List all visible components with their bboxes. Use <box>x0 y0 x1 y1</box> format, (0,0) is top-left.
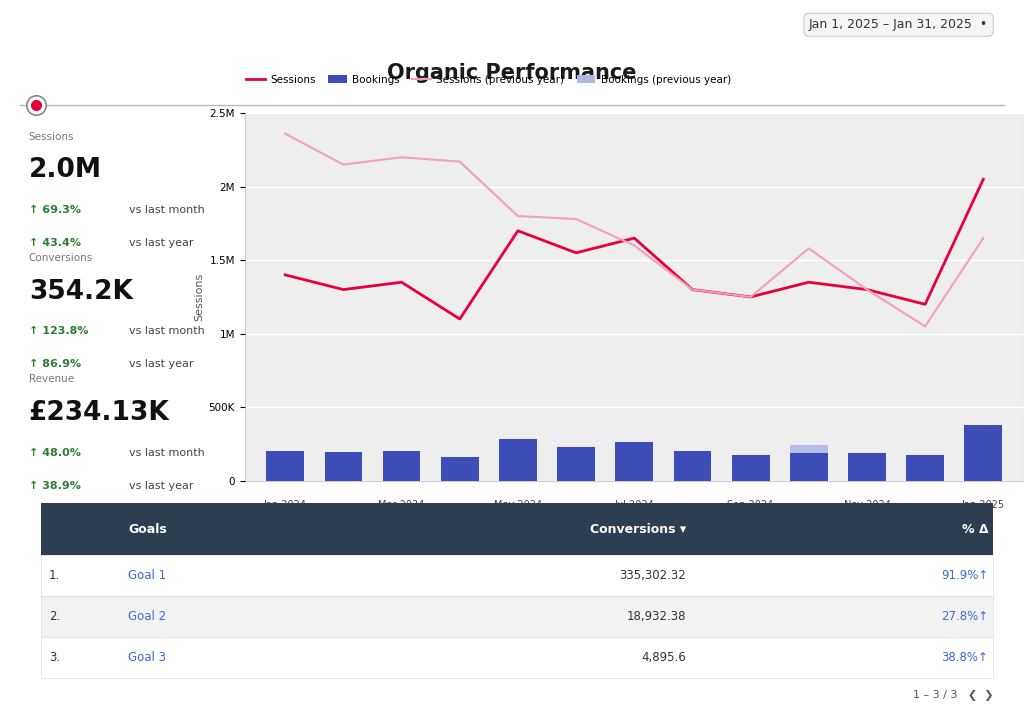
Text: ↑ 43.4%: ↑ 43.4% <box>29 238 81 248</box>
Text: 18,932.38: 18,932.38 <box>627 610 686 623</box>
Bar <box>499 439 537 481</box>
Text: Feb 2024: Feb 2024 <box>321 515 366 525</box>
FancyBboxPatch shape <box>41 503 993 556</box>
Bar <box>383 450 421 481</box>
Text: Jan 1, 2025 – Jan 31, 2025  •: Jan 1, 2025 – Jan 31, 2025 • <box>809 18 988 31</box>
Text: vs last year: vs last year <box>129 238 194 248</box>
Text: 2.0M: 2.0M <box>29 157 101 183</box>
FancyBboxPatch shape <box>41 556 993 596</box>
Bar <box>790 452 827 481</box>
Text: 3.: 3. <box>49 650 60 664</box>
Text: ↑ 69.3%: ↑ 69.3% <box>29 205 81 215</box>
Text: Goals: Goals <box>128 523 167 536</box>
Bar <box>732 455 769 481</box>
Text: vs last month: vs last month <box>129 205 205 215</box>
Text: ↑ 123.8%: ↑ 123.8% <box>29 327 88 337</box>
Text: 38.8%↑: 38.8%↑ <box>941 650 988 664</box>
Text: 354.2K: 354.2K <box>29 279 133 305</box>
Text: Jun 2024: Jun 2024 <box>554 515 598 525</box>
Bar <box>615 442 653 481</box>
Text: % Δ: % Δ <box>962 523 988 536</box>
Bar <box>848 455 886 481</box>
Text: Nov 2024: Nov 2024 <box>844 501 891 510</box>
Text: vs last month: vs last month <box>129 448 205 457</box>
Text: Sessions: Sessions <box>29 132 74 141</box>
Bar <box>790 445 827 481</box>
Y-axis label: Sessions: Sessions <box>195 273 204 321</box>
Text: 335,302.32: 335,302.32 <box>620 569 686 583</box>
Text: ↑ 86.9%: ↑ 86.9% <box>29 359 81 370</box>
Text: Oct 2024: Oct 2024 <box>786 515 831 525</box>
Text: Sep 2024: Sep 2024 <box>727 501 774 510</box>
Text: Jan 2025: Jan 2025 <box>962 501 1005 510</box>
Bar <box>266 451 304 481</box>
Text: Jan 2024: Jan 2024 <box>264 501 307 510</box>
Bar <box>965 425 1002 481</box>
Text: 27.8%↑: 27.8%↑ <box>941 610 988 623</box>
Text: Goal 1: Goal 1 <box>128 569 166 583</box>
Text: ↑ 48.0%: ↑ 48.0% <box>29 448 81 457</box>
Bar <box>906 460 944 481</box>
Text: Goal 3: Goal 3 <box>128 650 166 664</box>
Text: Dec 2024: Dec 2024 <box>902 515 948 525</box>
Text: 1 – 3 / 3   ❮  ❯: 1 – 3 / 3 ❮ ❯ <box>912 691 993 701</box>
Text: Organic Performance: Organic Performance <box>387 64 637 83</box>
Text: Jul 2024: Jul 2024 <box>614 501 654 510</box>
Bar <box>848 452 886 481</box>
FancyBboxPatch shape <box>41 637 993 677</box>
Bar <box>441 457 478 481</box>
Text: Goal 2: Goal 2 <box>128 610 166 623</box>
Text: £234.13K: £234.13K <box>29 400 170 426</box>
Text: 1.: 1. <box>49 569 60 583</box>
Bar <box>325 452 362 481</box>
Text: Aug 2024: Aug 2024 <box>669 515 716 525</box>
Text: 91.9%↑: 91.9%↑ <box>941 569 988 583</box>
Text: 4,895.6: 4,895.6 <box>641 650 686 664</box>
Text: Conversions: Conversions <box>29 253 93 263</box>
Legend: Sessions, Bookings, Sessions (previous year), Bookings (previous year): Sessions, Bookings, Sessions (previous y… <box>242 71 735 89</box>
Bar <box>557 447 595 481</box>
FancyBboxPatch shape <box>41 596 993 637</box>
Text: Revenue: Revenue <box>29 374 74 384</box>
Text: Apr 2024: Apr 2024 <box>437 515 482 525</box>
Text: ↑ 38.9%: ↑ 38.9% <box>29 481 81 491</box>
Text: vs last month: vs last month <box>129 327 205 337</box>
Text: Mar 2024: Mar 2024 <box>379 501 425 510</box>
Bar <box>965 454 1002 481</box>
Text: Conversions ▾: Conversions ▾ <box>590 523 686 536</box>
Bar <box>906 455 944 481</box>
Text: May 2024: May 2024 <box>494 501 542 510</box>
Text: vs last year: vs last year <box>129 359 194 370</box>
Text: 2.: 2. <box>49 610 60 623</box>
Text: vs last year: vs last year <box>129 481 194 491</box>
Bar <box>732 467 769 481</box>
Bar <box>674 450 712 481</box>
